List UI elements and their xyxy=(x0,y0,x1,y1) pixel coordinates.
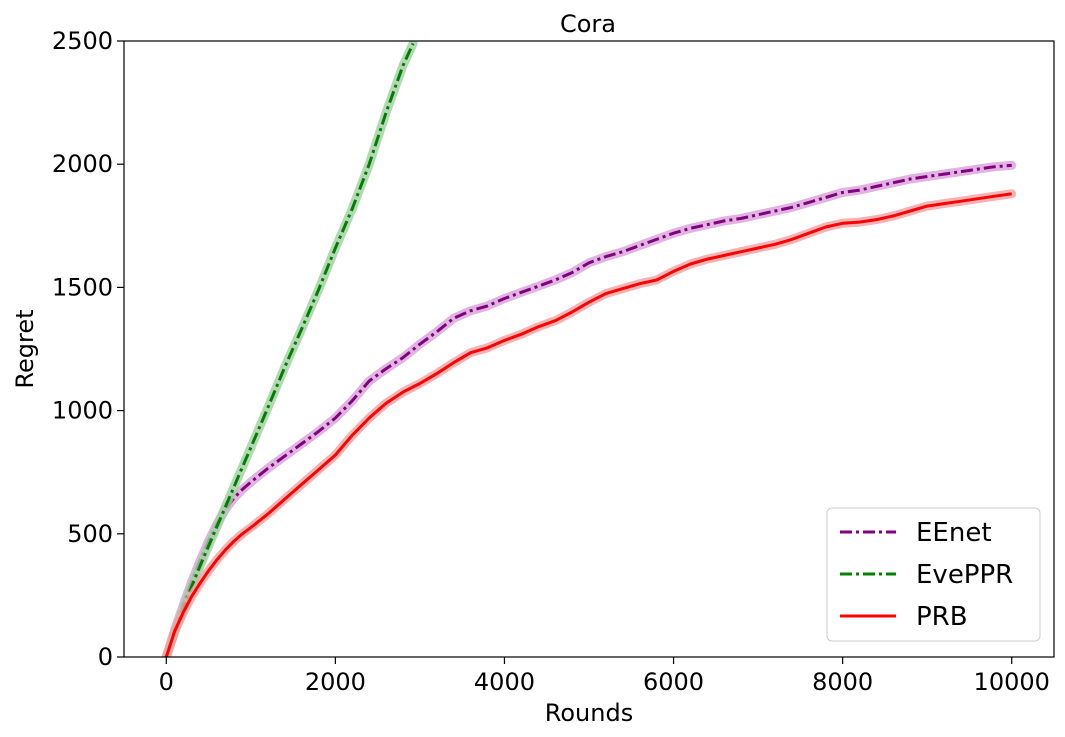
series-layer xyxy=(161,41,1017,657)
plot-frame xyxy=(123,40,1055,658)
x-tick-label: 8000 xyxy=(812,668,873,696)
legend: EEnet EvePPR PRB xyxy=(826,507,1041,642)
x-tick-label: 10000 xyxy=(974,668,1050,696)
x-axis-label: Rounds xyxy=(545,699,633,727)
x-axis: 0 2000 4000 6000 8000 10000 xyxy=(159,657,1050,696)
x-tick-label: 2000 xyxy=(305,668,366,696)
series-band-eveppr xyxy=(161,41,418,657)
y-tick-label: 2000 xyxy=(52,150,113,178)
legend-box xyxy=(826,507,1041,642)
chart-title: Cora xyxy=(560,10,616,38)
x-tick-label: 6000 xyxy=(643,668,704,696)
y-tick-label: 1500 xyxy=(52,273,113,301)
legend-label-prb: PRB xyxy=(916,602,968,632)
x-tick-label: 0 xyxy=(159,668,174,696)
plot-area xyxy=(123,40,1055,658)
y-tick-label: 500 xyxy=(67,520,113,548)
y-tick-label: 1000 xyxy=(52,397,113,425)
series-line-prb xyxy=(164,192,1012,657)
y-axis: 0 500 1000 1500 2000 2500 xyxy=(52,27,124,671)
y-tick-label: 2500 xyxy=(52,27,113,55)
legend-label-eenet: EEnet xyxy=(916,518,992,548)
y-axis-label: Regret xyxy=(11,309,39,388)
series-line-eenet xyxy=(164,163,1012,657)
x-tick-label: 4000 xyxy=(474,668,535,696)
legend-label-eveppr: EvePPR xyxy=(916,560,1013,590)
y-tick-label: 0 xyxy=(98,643,113,671)
